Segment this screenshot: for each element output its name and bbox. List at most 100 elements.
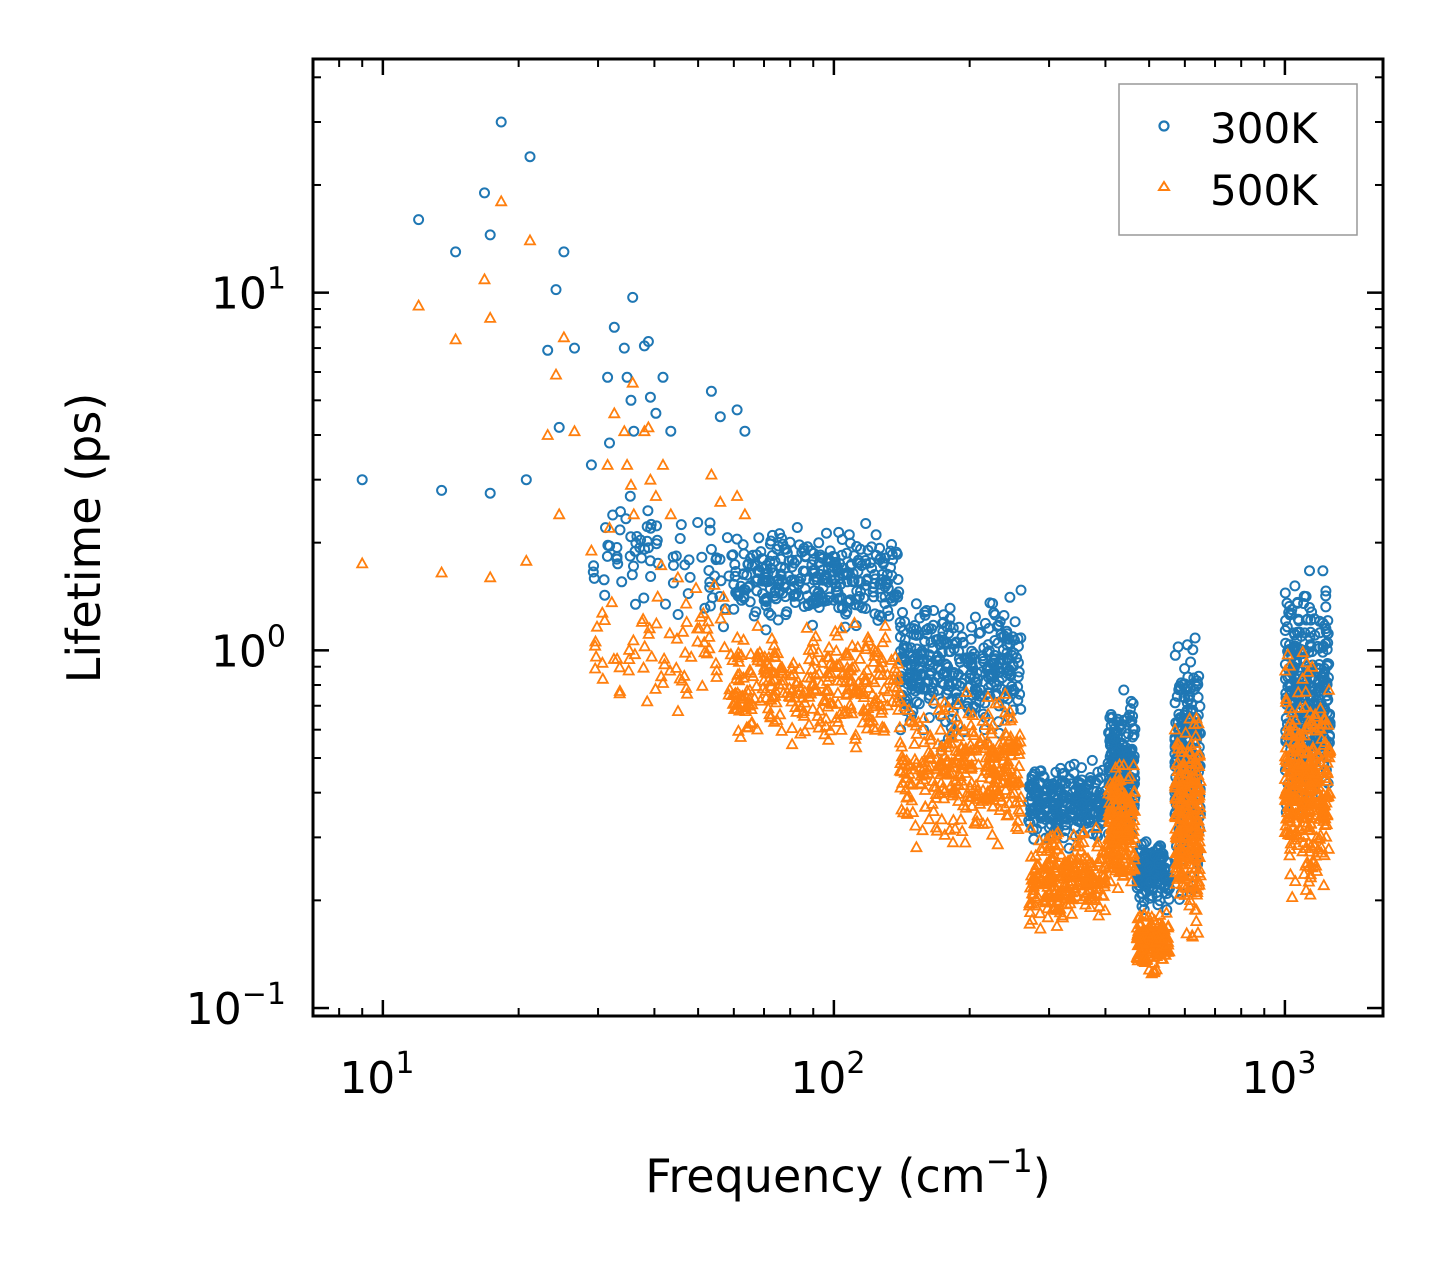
data-point-300k: [1116, 737, 1128, 749]
data-point-500k: [588, 661, 602, 674]
data-point-500k: [1103, 874, 1117, 887]
data-point-500k: [765, 631, 779, 644]
data-point-300k: [1313, 663, 1325, 675]
data-point-500k: [1049, 890, 1064, 903]
data-point-300k: [1071, 804, 1083, 816]
data-point-300k: [897, 607, 908, 618]
data-point-500k: [1094, 876, 1108, 889]
data-point-500k: [1188, 736, 1202, 748]
data-point-300k: [1289, 580, 1301, 592]
data-point-500k: [861, 681, 876, 693]
data-point-300k: [969, 611, 981, 623]
data-point-300k: [751, 585, 763, 597]
data-point-500k: [971, 808, 985, 821]
data-point-500k: [1297, 867, 1311, 879]
data-point-500k: [1192, 874, 1206, 887]
data-point-300k: [968, 648, 980, 660]
data-point-500k: [948, 821, 962, 834]
data-point-500k: [1193, 774, 1208, 786]
data-point-500k: [1185, 833, 1199, 846]
data-point-500k: [651, 589, 665, 602]
data-point-500k: [982, 766, 996, 778]
data-point-500k: [1039, 895, 1053, 908]
data-point-500k: [1191, 781, 1205, 793]
data-point-500k: [1083, 900, 1097, 912]
data-point-500k: [1156, 933, 1170, 945]
data-point-300k: [786, 561, 798, 573]
data-point-300k: [948, 643, 960, 655]
data-point-500k: [821, 682, 835, 695]
data-point-500k: [861, 633, 876, 646]
data-point-500k: [839, 646, 853, 659]
data-point-500k: [820, 673, 834, 686]
data-point-300k: [479, 187, 490, 199]
data-point-500k: [589, 649, 603, 662]
data-point-500k: [888, 650, 902, 662]
data-point-500k: [1122, 814, 1136, 827]
data-point-300k: [356, 474, 368, 486]
data-point-500k: [1011, 822, 1025, 834]
data-point-300k: [1300, 591, 1312, 602]
data-point-500k: [907, 737, 922, 749]
data-point-300k: [558, 246, 570, 258]
data-point-500k: [1283, 848, 1297, 861]
data-point-500k: [1097, 869, 1111, 882]
data-point-500k: [734, 730, 748, 742]
legend: 300K 500K: [1118, 83, 1358, 236]
data-point-500k: [820, 650, 834, 662]
x-tick-label: 101: [339, 1046, 414, 1104]
data-point-300k: [869, 608, 881, 620]
data-point-500k: [966, 708, 980, 720]
data-point-500k: [902, 702, 916, 715]
data-point-500k: [483, 570, 497, 583]
data-point-300k: [604, 540, 616, 552]
legend-box: [1118, 83, 1358, 236]
data-point-500k: [1065, 906, 1079, 919]
data-point-500k: [1168, 808, 1182, 821]
data-point-500k: [935, 812, 949, 825]
data-point-500k: [877, 723, 891, 736]
data-point-500k: [954, 769, 968, 782]
data-point-500k: [744, 647, 758, 659]
data-point-500k: [951, 697, 965, 709]
data-point-300k: [1012, 633, 1024, 644]
data-point-300k: [1146, 890, 1158, 902]
data-point-500k: [981, 707, 995, 719]
data-point-500k: [927, 693, 941, 706]
data-point-300k: [1143, 862, 1155, 873]
data-point-500k: [1294, 822, 1308, 835]
data-point-500k: [1072, 839, 1086, 852]
data-point-500k: [1106, 847, 1120, 859]
data-point-500k: [740, 683, 754, 696]
data-point-300k: [951, 637, 963, 649]
data-point-500k: [1139, 953, 1154, 965]
data-point-300k: [748, 610, 760, 622]
data-point-500k: [1286, 718, 1300, 731]
data-point-300k: [1324, 729, 1335, 741]
data-point-300k: [1321, 658, 1333, 669]
data-point-500k: [1302, 714, 1316, 727]
data-point-300k: [608, 321, 620, 333]
data-point-300k: [1086, 754, 1098, 766]
data-point-500k: [808, 684, 822, 696]
data-point-500k: [1168, 722, 1182, 735]
data-point-300k: [948, 668, 959, 680]
data-point-500k: [958, 766, 972, 778]
data-point-300k: [704, 517, 716, 529]
data-point-500k: [776, 673, 790, 686]
data-point-500k: [862, 714, 876, 727]
data-point-500k: [906, 805, 920, 817]
data-point-500k: [991, 837, 1005, 850]
data-point-300k: [749, 559, 761, 571]
data-point-300k: [1279, 587, 1291, 599]
data-point-500k: [657, 657, 672, 670]
data-point-500k: [1291, 760, 1305, 772]
data-point-500k: [1302, 797, 1316, 810]
data-point-500k: [1191, 925, 1205, 938]
data-point-500k: [830, 710, 844, 723]
data-point-300k: [965, 633, 977, 645]
data-point-300k: [921, 624, 933, 636]
data-point-300k: [1169, 697, 1181, 709]
data-point-300k: [767, 529, 778, 541]
data-point-300k: [739, 425, 751, 437]
